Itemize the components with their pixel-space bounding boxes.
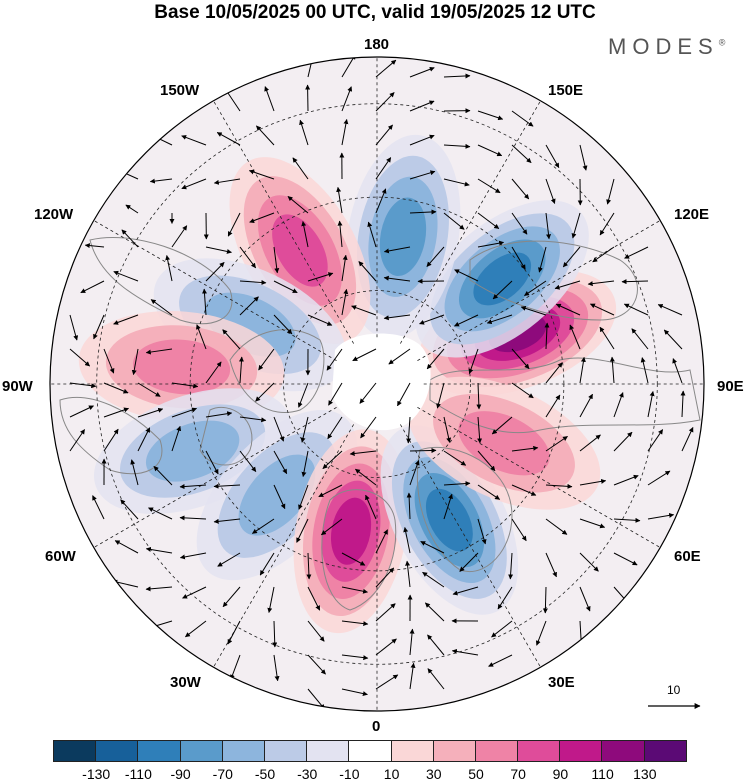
colorbar-segment-12 bbox=[559, 740, 602, 762]
colorbar-tick-2: -90 bbox=[170, 766, 190, 782]
colorbar-tick-8: 30 bbox=[426, 766, 442, 782]
lon-label-120e: 120E bbox=[674, 206, 709, 223]
colorbar-segment-14 bbox=[644, 740, 687, 762]
lon-label-60w: 60W bbox=[45, 548, 76, 565]
lon-label-30w: 30W bbox=[170, 674, 201, 691]
colorbar-tick-6: -10 bbox=[339, 766, 359, 782]
wind-vector-177 bbox=[410, 450, 436, 451]
lon-label-90w: 90W bbox=[2, 378, 33, 395]
colorbar-tick-1: -110 bbox=[125, 766, 152, 782]
colorbar-tick-10: 70 bbox=[510, 766, 526, 782]
colorbar-tick-0: -130 bbox=[82, 766, 110, 782]
map-title: Base 10/05/2025 00 UTC, valid 19/05/2025… bbox=[0, 2, 750, 24]
colorbar-segment-11 bbox=[517, 740, 560, 762]
colorbar-segment-4 bbox=[222, 740, 265, 762]
brand-logo: MODES® bbox=[608, 34, 725, 60]
colorbar-segment-3 bbox=[180, 740, 223, 762]
colorbar-tick-5: -30 bbox=[297, 766, 317, 782]
brand-text: MODES bbox=[608, 34, 719, 59]
colorbar-tick-12: 110 bbox=[591, 766, 613, 782]
lon-label-0: 0 bbox=[372, 718, 380, 735]
colorbar-tick-13: 130 bbox=[633, 766, 656, 782]
lon-label-150e: 150E bbox=[548, 82, 583, 99]
colorbar-segment-2 bbox=[137, 740, 180, 762]
colorbar-ticks: -130 -110 -90 -70 -50 -30 -10 10 30 50 70 90 110 130 bbox=[0, 766, 750, 784]
colorbar-segment-8 bbox=[391, 740, 434, 762]
lon-label-150w: 150W bbox=[160, 82, 199, 99]
brand-mark: ® bbox=[719, 38, 726, 48]
colorbar-tick-3: -70 bbox=[213, 766, 233, 782]
colorbar-tick-9: 50 bbox=[468, 766, 484, 782]
wind-scale-label: 10 bbox=[667, 683, 680, 697]
lon-label-180: 180 bbox=[364, 36, 389, 53]
lon-label-60e: 60E bbox=[674, 548, 701, 565]
colorbar-segment-10 bbox=[475, 740, 518, 762]
colorbar-segment-6 bbox=[306, 740, 349, 762]
lon-label-90e: 90E bbox=[717, 378, 744, 395]
colorbar-segment-7 bbox=[348, 740, 391, 762]
colorbar-segment-0 bbox=[53, 740, 96, 762]
colorbar-segment-5 bbox=[264, 740, 307, 762]
colorbar-tick-4: -50 bbox=[255, 766, 275, 782]
colorbar-segment-13 bbox=[601, 740, 644, 762]
lon-label-30e: 30E bbox=[548, 674, 575, 691]
lon-label-120w: 120W bbox=[34, 206, 73, 223]
colorbar-tick-11: 90 bbox=[553, 766, 569, 782]
colorbar-tick-7: 10 bbox=[384, 766, 400, 782]
colorbar-segment-9 bbox=[433, 740, 476, 762]
colorbar-segment-1 bbox=[95, 740, 138, 762]
colorbar bbox=[54, 740, 687, 762]
